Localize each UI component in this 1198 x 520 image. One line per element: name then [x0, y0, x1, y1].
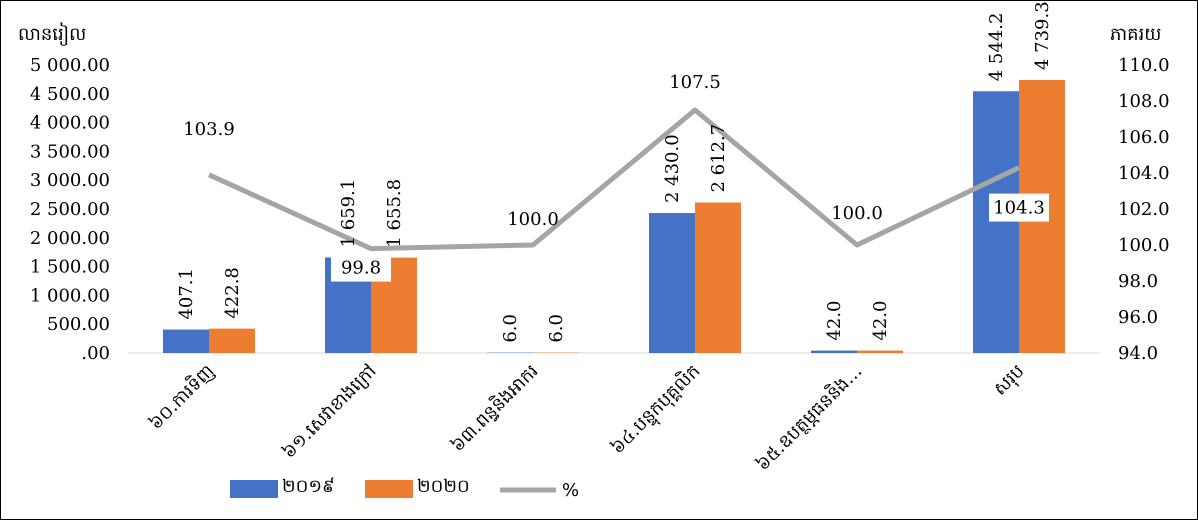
line-value-label: 107.5 — [669, 72, 721, 93]
category-label: ៦១.សេវាខាងក្រៅ — [279, 361, 381, 463]
line-value-label: 103.9 — [183, 119, 235, 140]
right-tick-label: 94.0 — [1118, 343, 1158, 364]
legend: ២០១៩ ២០២០% — [230, 476, 579, 501]
bar-value-label: 1 655.8 — [384, 179, 405, 248]
left-tick-label: 5 000.00 — [30, 55, 110, 76]
bar-series1 — [163, 329, 209, 353]
bar-series1 — [811, 350, 857, 353]
bar-value-label: 42.0 — [870, 301, 891, 341]
line-value-label: 104.3 — [993, 198, 1045, 219]
percent-line — [207, 107, 1021, 252]
right-tick-label: 96.0 — [1118, 307, 1158, 328]
line-value-label: 100.0 — [507, 209, 559, 230]
category-label: ៦៤.បន្ទុកបុគ្គលិក — [606, 359, 707, 460]
legend-swatch — [365, 480, 413, 498]
bar-value-label: 4 544.2 — [986, 13, 1007, 82]
right-tick-label: 110.0 — [1118, 55, 1170, 76]
left-tick-label: 500.00 — [47, 314, 110, 335]
line-value-label: 100.0 — [831, 203, 883, 224]
category-label: ៦០.ការទិញ — [144, 359, 219, 434]
bar-value-label: 4 739.3 — [1032, 1, 1053, 70]
right-tick-label: 98.0 — [1118, 271, 1158, 292]
left-tick-label: 1 000.00 — [30, 285, 110, 306]
right-tick-label: 100.0 — [1118, 235, 1170, 256]
left-tick-label: 1 500.00 — [30, 257, 110, 278]
right-axis-title: ភាគរយ — [1110, 24, 1161, 45]
bar-value-label: 422.8 — [222, 267, 243, 319]
category-label: ៦៥.ឧបត្ថម្ភធននិង… — [751, 359, 867, 475]
category-labels: ៦០.ការទិញ ៦១.សេវាខាងក្រៅ ៦៣.ពន្ធនិងអាករ ៦៤.… — [144, 359, 1029, 475]
legend-label: ២០២០ — [417, 476, 470, 497]
bar-value-label: 42.0 — [824, 301, 845, 341]
bar-series2 — [695, 202, 741, 353]
left-tick-label: .00 — [81, 343, 110, 364]
right-tick-label: 106.0 — [1118, 127, 1170, 148]
left-tick-label: 4 000.00 — [30, 113, 110, 134]
line-data-labels: 103.9 99.8 100.0 107.5 100.0 104.3 — [183, 72, 1049, 282]
category-label: ៦៣.ពន្ធនិងអាករ — [446, 359, 543, 456]
right-tick-label: 102.0 — [1118, 199, 1170, 220]
right-tick-label: 104.0 — [1118, 163, 1170, 184]
bar-value-label: 1 659.1 — [338, 179, 359, 248]
line-series-group — [207, 107, 1021, 252]
bar-series2 — [857, 350, 903, 353]
left-tick-label: 4 500.00 — [30, 84, 110, 105]
bar-data-labels: 407.1 422.8 1 659.1 1 655.8 6.0 6.0 2 430.0 2 6… — [176, 1, 1053, 342]
left-tick-label: 2 000.00 — [30, 228, 110, 249]
line-value-label: 99.8 — [341, 258, 381, 279]
left-axis-ticks: .00 500.00 1 000.00 1 500.00 2 000.00 2 500.0… — [30, 55, 110, 364]
legend-label: ២០១៩ — [282, 476, 335, 497]
bar-series1 — [649, 213, 695, 353]
legend-swatch — [230, 480, 278, 498]
left-tick-label: 3 500.00 — [30, 141, 110, 162]
left-tick-label: 2 500.00 — [30, 199, 110, 220]
legend-label: % — [562, 480, 579, 501]
left-tick-label: 3 000.00 — [30, 170, 110, 191]
line-label-box — [989, 193, 1049, 222]
right-tick-label: 108.0 — [1118, 91, 1170, 112]
bar-value-label: 2 430.0 — [662, 134, 683, 203]
bar-series2 — [209, 328, 255, 353]
bar-value-label: 407.1 — [176, 268, 197, 320]
bar-value-label: 2 612.7 — [708, 124, 729, 193]
category-label: សរុប — [989, 361, 1029, 401]
bar-value-label: 6.0 — [546, 314, 567, 343]
bar-series1 — [973, 91, 1019, 353]
left-axis-title: លានរៀល — [18, 22, 86, 46]
line-label-box — [331, 253, 391, 282]
right-axis-ticks: 94.0 96.0 98.0 100.0 102.0 104.0 106.0 108.0 110… — [1118, 55, 1170, 364]
bar-value-label: 6.0 — [500, 314, 521, 343]
